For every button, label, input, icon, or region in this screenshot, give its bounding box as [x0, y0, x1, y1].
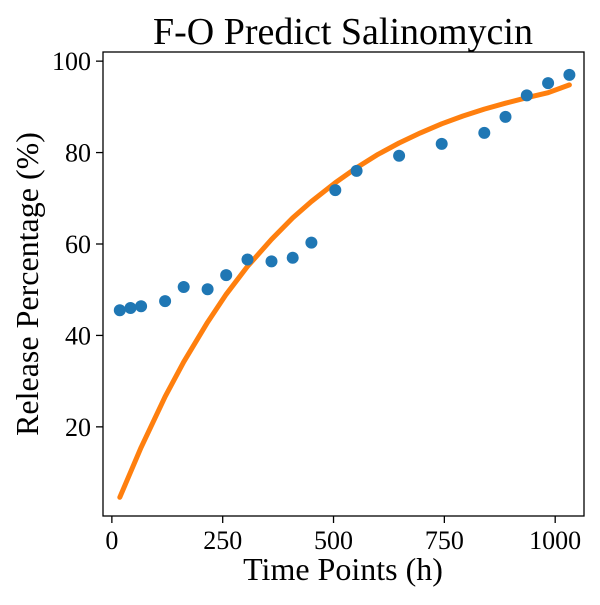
y-tick-label: 80 — [65, 139, 91, 168]
data-point — [329, 184, 342, 197]
data-point — [563, 68, 576, 81]
x-tick-label: 250 — [203, 526, 242, 555]
data-point — [201, 283, 214, 296]
data-point — [265, 255, 278, 268]
fit-curve-line — [117, 82, 572, 500]
data-point — [220, 269, 233, 282]
x-tick-label: 0 — [105, 526, 118, 555]
y-tick-label: 40 — [65, 321, 91, 350]
y-tick-label: 60 — [65, 230, 91, 259]
data-point — [305, 236, 318, 249]
y-axis-label: Release Percentage (%) — [9, 132, 45, 436]
data-point — [499, 110, 512, 123]
x-tick-label: 750 — [425, 526, 464, 555]
y-tick-label: 100 — [52, 47, 91, 76]
data-point — [393, 149, 406, 162]
data-point — [478, 126, 491, 139]
x-tick-label: 500 — [314, 526, 353, 555]
x-axis-label: Time Points (h) — [243, 551, 443, 587]
data-point — [435, 137, 448, 150]
chart-title: F-O Predict Salinomycin — [153, 11, 533, 53]
data-point — [542, 77, 555, 90]
x-tick-label: 1000 — [529, 526, 581, 555]
axes-frame — [102, 51, 585, 517]
data-point — [241, 253, 254, 266]
data-point — [177, 281, 190, 293]
data-point — [135, 300, 148, 313]
data-point — [520, 89, 533, 102]
plot-area: 0 250 500 750 1000 20 40 60 80 100 — [52, 47, 585, 555]
data-point — [159, 295, 172, 308]
data-point — [124, 302, 137, 314]
y-tick-label: 20 — [65, 413, 91, 442]
data-point — [113, 304, 126, 317]
data-point — [286, 251, 299, 264]
data-point — [350, 164, 363, 177]
